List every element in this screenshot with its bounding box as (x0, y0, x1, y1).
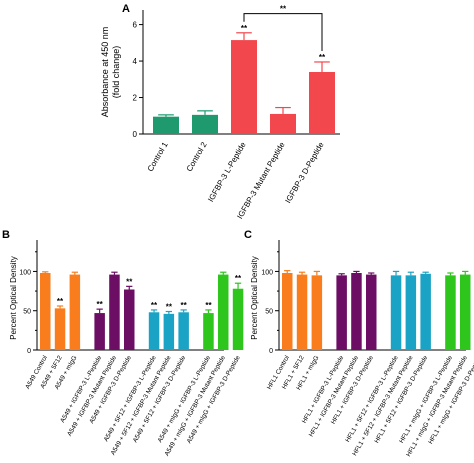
bar (231, 40, 257, 134)
y-tick-label: 100 (261, 269, 273, 276)
y-tick-label: 50 (265, 309, 273, 316)
bar (336, 275, 347, 350)
significance-label: ** (151, 301, 158, 310)
bar (203, 313, 214, 350)
significance-label: ** (241, 24, 248, 33)
bar (366, 274, 377, 350)
bar (124, 289, 135, 350)
bar (351, 273, 362, 350)
y-tick-label: 0 (27, 348, 31, 355)
significance-label: ** (126, 277, 133, 286)
significance-bracket (243, 13, 323, 51)
panel-a-chart: 0 2 4 6 Absorbance at 450 nm (fold change) Con… (100, 5, 340, 220)
y-tick-label: 0 (269, 348, 273, 355)
significance-label: ** (166, 303, 173, 312)
category-label: IGFBP-3 D-Peptide (283, 140, 326, 205)
significance-label: ** (319, 53, 326, 62)
bar (69, 274, 81, 350)
y-tick-label: 0 (133, 130, 138, 139)
category-label: Control 1 (146, 140, 170, 173)
bar (163, 313, 175, 350)
bar (218, 274, 229, 350)
bar (54, 308, 66, 350)
category-label: IGFBP-3 L-Peptide (206, 140, 248, 204)
bar (460, 274, 471, 350)
bar (309, 72, 335, 134)
y-tick-label: 4 (133, 57, 138, 66)
bar (445, 275, 456, 350)
y-axis-label: (fold change) (111, 46, 121, 99)
bar (192, 114, 218, 134)
category-label: Control 2 (185, 140, 209, 173)
significance-label: ** (235, 274, 242, 283)
bar (153, 116, 179, 134)
category-label: HFL1 + mIgG + IGFBP-3 D-Peptide (427, 354, 474, 445)
panel-label-c: C (244, 229, 252, 241)
bar (420, 273, 431, 350)
bar (178, 312, 189, 350)
panel-label-b: B (2, 229, 10, 241)
bar (282, 273, 293, 350)
panel-label-a: A (122, 3, 130, 15)
bar (40, 273, 51, 350)
y-axis-label: Percent Optical Density (250, 256, 259, 340)
bar (232, 288, 244, 350)
bar (270, 113, 296, 134)
bar (311, 275, 323, 350)
significance-label: ** (97, 300, 104, 309)
y-tick-label: 2 (133, 94, 138, 103)
bar (405, 275, 417, 350)
significance-label: ** (57, 297, 64, 306)
significance-label: ** (205, 301, 212, 310)
bar (148, 312, 160, 350)
significance-label: ** (181, 301, 188, 310)
bracket-label: ** (280, 5, 287, 14)
bar (94, 313, 105, 350)
y-tick-label: 6 (133, 21, 138, 30)
y-tick-label: 100 (19, 269, 31, 276)
y-axis-label: Absorbance at 450 nm (100, 27, 110, 118)
y-axis-label: Percent Optical Density (9, 256, 18, 340)
bar (390, 275, 402, 350)
bar (109, 274, 120, 350)
y-tick-label: 50 (23, 309, 31, 316)
bar (296, 274, 308, 350)
